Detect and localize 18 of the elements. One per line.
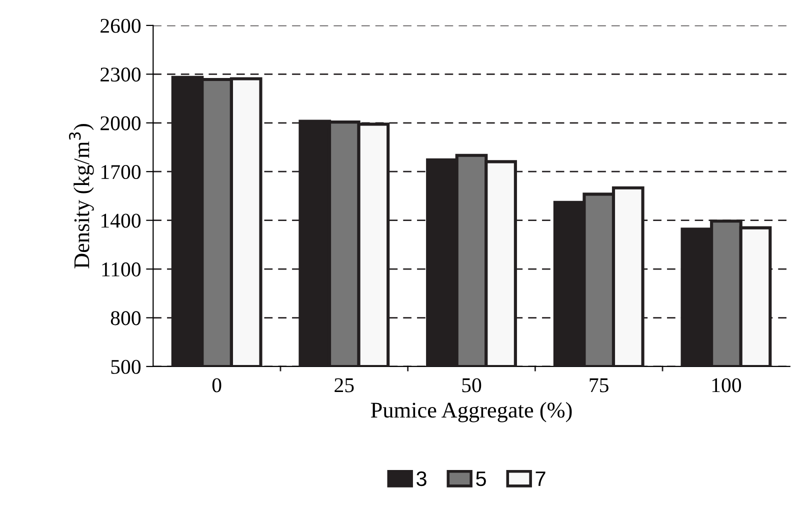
y-tick-label: 800 <box>110 311 141 326</box>
y-tick-label: 2600 <box>100 18 141 33</box>
y-tick-label: 1700 <box>102 164 141 180</box>
x-tick-label: 50 <box>462 378 482 392</box>
x-tick-label: 100 <box>712 378 742 392</box>
y-tick-label: 2300 <box>100 68 141 82</box>
legend-label: 5 <box>476 472 486 486</box>
y-tick-label: 1100 <box>102 262 141 276</box>
y-tick-label: 1400 <box>102 214 141 228</box>
x-axis-title: Pumice Aggregate (%) <box>370 402 572 422</box>
legend-label: 7 <box>536 472 546 486</box>
y-axis-title: Density (kg/m$^{3}$) <box>69 124 94 268</box>
y-tick-label: 2000 <box>100 116 141 130</box>
y-tick-label: 500 <box>111 360 141 374</box>
x-tick-label: 0 <box>212 378 222 392</box>
legend-label: 3 <box>416 471 426 486</box>
x-tick-label: 25 <box>334 378 354 392</box>
x-tick-label: 75 <box>590 378 608 392</box>
